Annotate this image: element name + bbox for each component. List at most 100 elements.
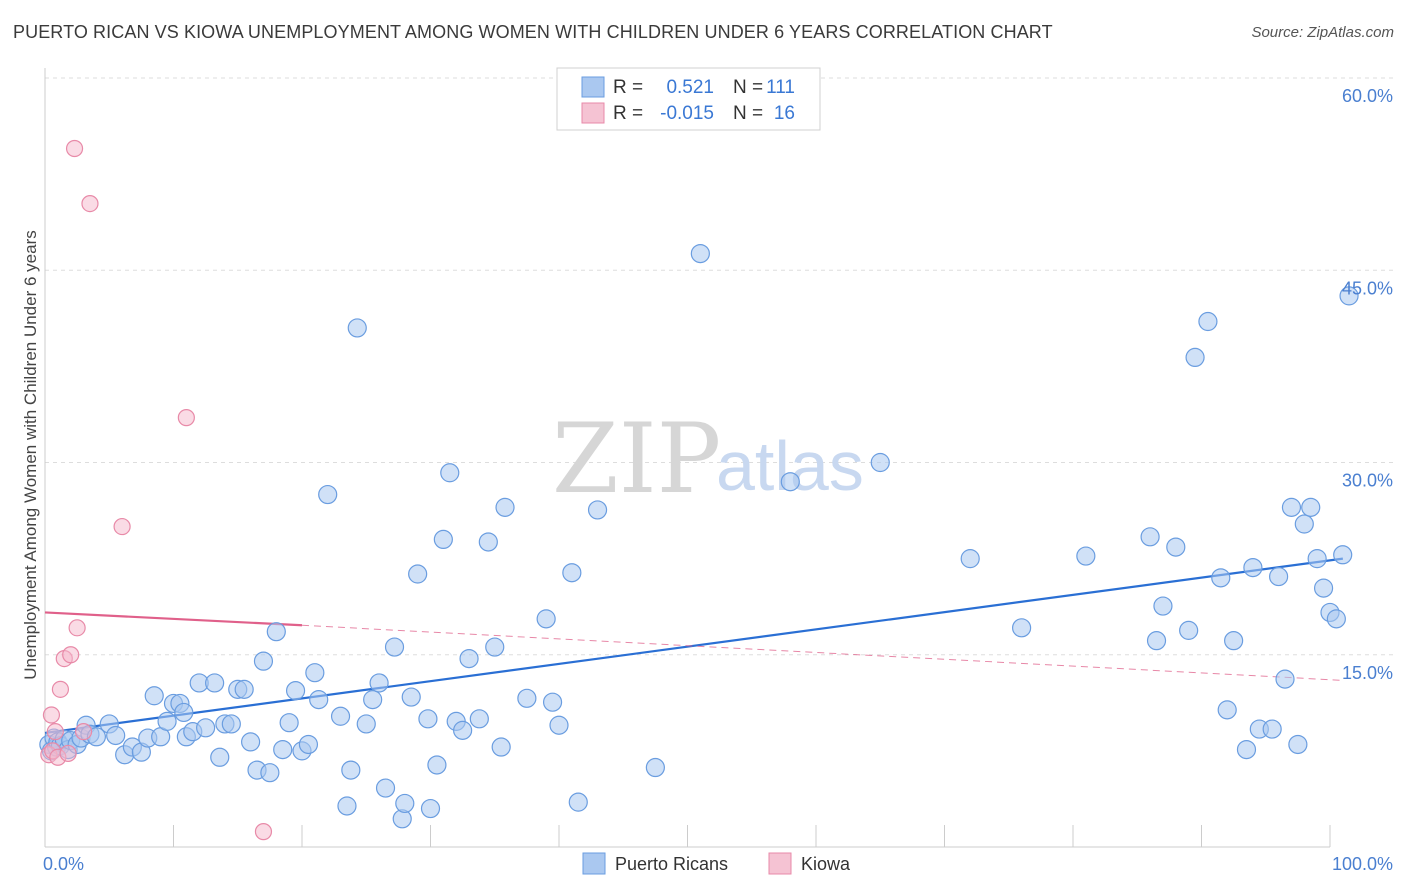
point-puerto-ricans-112 [1326,609,1346,629]
point-puerto-ricans-85 [870,452,890,473]
point-kiowa-11 [74,723,93,741]
point-puerto-ricans-46 [305,663,325,683]
point-puerto-ricans-72 [485,637,505,657]
point-puerto-ricans-102 [1262,719,1282,739]
point-puerto-ricans-40 [266,622,286,642]
point-puerto-ricans-114 [1339,286,1359,306]
legend-r-label-1: R = [613,77,643,98]
point-puerto-ricans-107 [1294,514,1314,534]
point-puerto-ricans-47 [309,690,329,710]
point-puerto-ricans-82 [645,757,665,778]
y-tick-label-15: 15.0% [1342,663,1393,683]
point-puerto-ricans-69 [459,648,479,669]
y-axis-label: Unemployment Among Women with Children U… [21,230,40,679]
point-puerto-ricans-109 [1307,549,1327,569]
grid-lines [45,77,1393,656]
point-puerto-ricans-106 [1288,734,1308,755]
point-puerto-ricans-63 [420,798,441,819]
point-puerto-ricans-59 [395,793,415,814]
bottom-legend-swatch-kiowa [768,852,792,875]
point-kiowa-5 [51,680,70,698]
point-puerto-ricans-60 [401,687,421,707]
point-puerto-ricans-100 [1243,557,1263,578]
point-puerto-ricans-54 [363,690,383,710]
point-puerto-ricans-50 [337,796,357,816]
point-puerto-ricans-51 [341,760,361,780]
point-kiowa-3 [46,723,64,741]
point-puerto-ricans-45 [298,734,319,755]
trend-line-puerto-ricans [44,557,1343,735]
point-puerto-ricans-29 [196,718,216,738]
point-puerto-ricans-88 [1076,546,1096,566]
legend-r-value-2: -0.015 [660,103,714,124]
legend-r-label-2: R = [613,103,643,124]
y-tick-label-45: 45.0% [1342,278,1393,298]
point-puerto-ricans-68 [453,720,473,740]
point-puerto-ricans-95 [1198,311,1218,332]
data-points [39,139,1359,841]
legend-n-value-2: 16 [774,103,795,124]
point-puerto-ricans-66 [440,463,460,483]
trend-lines [44,557,1343,735]
point-puerto-ricans-86 [960,549,980,569]
point-puerto-ricans-89 [1140,527,1160,547]
legend-box: R = 0.521 N = 111 R = -0.015 N = 16 [556,67,821,131]
point-puerto-ricans-97 [1217,700,1237,720]
point-kiowa-14 [177,409,195,427]
x-tick-label-0: 0.0% [43,854,84,874]
point-puerto-ricans-62 [418,709,438,729]
point-puerto-ricans-75 [517,688,537,708]
point-puerto-ricans-15 [106,725,126,746]
point-kiowa-10 [68,619,86,637]
bottom-legend-label-puerto-ricans: Puerto Ricans [615,854,728,874]
y-tick-label-60: 60.0% [1342,86,1393,106]
point-puerto-ricans-113 [1333,545,1353,565]
trend-line-kiowa-extension [301,624,1343,681]
point-puerto-ricans-77 [542,692,563,712]
point-puerto-ricans-92 [1166,537,1186,557]
legend-n-value-1: 111 [766,77,795,98]
point-puerto-ricans-91 [1153,596,1173,616]
legend-n-label-1: N = [733,77,763,98]
point-puerto-ricans-73 [491,737,511,757]
point-kiowa-15 [254,823,273,841]
point-puerto-ricans-79 [562,563,582,583]
legend-n-label-2: N = [733,103,763,124]
bottom-legend: Puerto Ricans Kiowa [582,852,851,875]
point-puerto-ricans-76 [536,609,556,629]
axes [44,68,1331,848]
point-puerto-ricans-110 [1313,578,1334,598]
bottom-legend-label-kiowa: Kiowa [801,854,851,874]
chart-title: PUERTO RICAN VS KIOWA UNEMPLOYMENT AMONG… [13,22,1053,42]
point-kiowa-1 [42,706,61,724]
watermark-zip: ZIP [552,403,721,515]
point-puerto-ricans-25 [174,702,194,723]
point-puerto-ricans-87 [1011,618,1032,638]
point-puerto-ricans-61 [408,564,428,584]
point-puerto-ricans-31 [210,747,230,767]
point-puerto-ricans-81 [587,500,608,520]
watermark-atlas: atlas [716,427,864,505]
point-puerto-ricans-33 [221,714,241,734]
source-label: Source: ZipAtlas.com [1251,24,1394,41]
point-puerto-ricans-71 [478,532,498,552]
point-puerto-ricans-53 [356,714,376,734]
legend-swatch-blue [581,76,605,98]
point-puerto-ricans-42 [279,713,299,733]
point-puerto-ricans-84 [780,472,800,492]
point-kiowa-7 [59,744,77,763]
legend-swatch-pink [581,102,605,124]
x-tick-label-100: 100.0% [1332,854,1393,874]
y-tick-label-30: 30.0% [1342,471,1393,491]
point-puerto-ricans-104 [1275,669,1295,689]
point-puerto-ricans-41 [273,739,293,760]
point-puerto-ricans-64 [427,755,447,775]
point-puerto-ricans-30 [205,673,225,693]
point-puerto-ricans-74 [495,497,515,517]
point-puerto-ricans-38 [253,651,274,671]
point-puerto-ricans-52 [347,318,367,338]
point-puerto-ricans-65 [433,529,453,550]
point-puerto-ricans-48 [318,484,338,505]
watermark: ZIP atlas [552,403,864,515]
